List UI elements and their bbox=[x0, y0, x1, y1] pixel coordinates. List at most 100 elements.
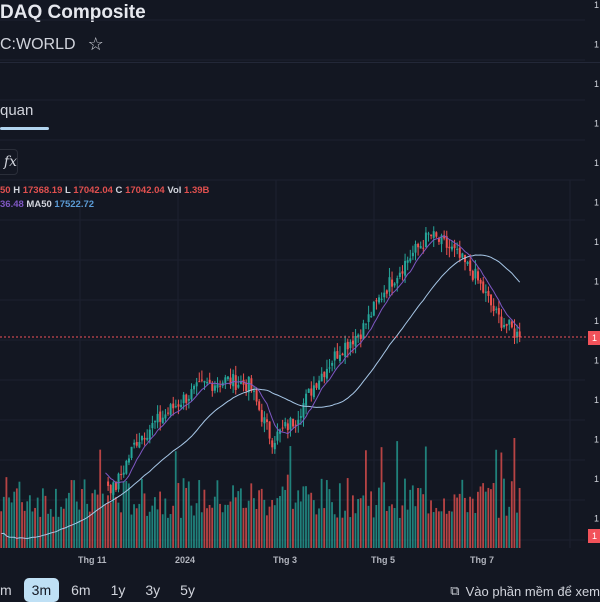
candle-body bbox=[484, 291, 487, 293]
candle-body bbox=[164, 414, 167, 419]
candle-body bbox=[461, 253, 464, 258]
fx-icon[interactable]: fx bbox=[0, 149, 18, 175]
last-volume-tag: 1 bbox=[588, 529, 600, 543]
tab-overview[interactable]: quan bbox=[0, 102, 34, 119]
volume-bar bbox=[200, 512, 203, 548]
candle-body bbox=[281, 427, 284, 429]
volume-bar bbox=[359, 498, 362, 548]
candle-body bbox=[328, 367, 331, 369]
volume-bar bbox=[320, 478, 323, 548]
range-1y[interactable]: 1y bbox=[110, 582, 126, 598]
volume-bar bbox=[219, 503, 221, 548]
candle-body bbox=[351, 340, 354, 345]
volume-bar bbox=[453, 494, 456, 548]
volume-bar bbox=[117, 502, 120, 548]
candle-body bbox=[331, 362, 334, 366]
candle-body bbox=[419, 246, 422, 249]
candle-body bbox=[193, 385, 196, 390]
y-tick: 1 bbox=[594, 0, 599, 10]
volume-bar bbox=[232, 485, 234, 548]
volume-bar bbox=[156, 509, 159, 548]
volume-bar bbox=[497, 517, 500, 548]
range-6m[interactable]: 6m bbox=[71, 582, 91, 598]
candle-body bbox=[208, 379, 211, 383]
candle-body bbox=[234, 375, 237, 391]
volume-bar bbox=[229, 501, 232, 548]
range-3m[interactable]: 3m bbox=[23, 578, 60, 602]
star-icon[interactable]: ☆ bbox=[87, 34, 104, 54]
active-tab-indicator bbox=[0, 127, 49, 130]
volume-bar bbox=[169, 514, 172, 548]
volume-bar bbox=[281, 486, 284, 548]
volume-bar bbox=[445, 513, 448, 548]
volume-bar bbox=[15, 488, 18, 548]
candle-body bbox=[252, 390, 255, 392]
candle-body bbox=[448, 246, 451, 249]
volume-bar bbox=[284, 489, 287, 548]
range-3y[interactable]: 3y bbox=[145, 582, 161, 598]
candle-body bbox=[477, 271, 480, 281]
volume-bar bbox=[164, 498, 167, 548]
candle-body bbox=[367, 314, 370, 322]
volume-bar bbox=[75, 501, 78, 548]
volume-bar bbox=[31, 511, 34, 548]
volume-bar bbox=[258, 490, 260, 548]
volume-bar bbox=[375, 504, 378, 548]
volume-bar bbox=[138, 503, 141, 548]
candle-body bbox=[318, 380, 321, 390]
volume-bar bbox=[336, 517, 339, 548]
candle-body bbox=[148, 429, 151, 440]
volume-bar bbox=[167, 517, 169, 548]
volume-bar bbox=[419, 488, 422, 548]
volume-bar bbox=[487, 487, 490, 548]
candle-body bbox=[365, 323, 368, 325]
candle-body bbox=[422, 247, 425, 249]
candle-body bbox=[516, 331, 519, 338]
candle-body bbox=[182, 394, 185, 404]
open-in-app-link[interactable]: ⧉ Vào phần mềm để xem bbox=[450, 583, 600, 599]
candle-body bbox=[174, 406, 177, 408]
candle-body bbox=[302, 403, 305, 418]
volume-bar bbox=[2, 496, 5, 548]
candle-body bbox=[312, 385, 315, 398]
volume-bar bbox=[458, 493, 461, 548]
volume-bar bbox=[23, 510, 26, 548]
volume-bar bbox=[333, 514, 336, 548]
candle-body bbox=[213, 385, 216, 391]
range-1m[interactable]: m bbox=[0, 582, 12, 598]
candle-body bbox=[138, 441, 141, 448]
candle-body bbox=[180, 404, 183, 408]
volume-bar bbox=[422, 494, 425, 548]
volume-bar bbox=[250, 483, 253, 548]
volume-bar bbox=[135, 508, 138, 548]
candle-body bbox=[458, 247, 461, 258]
volume-bar bbox=[297, 490, 300, 548]
range-5y[interactable]: 5y bbox=[180, 582, 195, 598]
volume-bar bbox=[268, 506, 271, 548]
volume-bar bbox=[307, 494, 310, 548]
volume-bar bbox=[500, 452, 503, 548]
volume-bar bbox=[226, 504, 229, 548]
volume-bar bbox=[203, 489, 206, 548]
candle-body bbox=[216, 384, 219, 388]
volume-bar bbox=[516, 512, 518, 548]
volume-bar bbox=[83, 479, 86, 548]
y-tick: 1 bbox=[594, 514, 599, 524]
volume-bar bbox=[357, 499, 359, 548]
volume-bar bbox=[143, 493, 146, 548]
volume-bar bbox=[466, 512, 469, 548]
candle-body bbox=[443, 235, 446, 239]
volume-bar bbox=[86, 503, 89, 548]
candle-body bbox=[430, 234, 433, 237]
candle-body bbox=[284, 422, 287, 427]
price-chart[interactable]: 1 1 1 1 1 1 1 1 1 1 1 1 1 1 bbox=[0, 0, 600, 560]
volume-bar bbox=[461, 479, 464, 548]
candle-body bbox=[120, 474, 123, 476]
volume-bar bbox=[432, 512, 435, 548]
y-tick: 1 bbox=[594, 198, 599, 208]
volume-bar bbox=[328, 489, 331, 548]
candle-body bbox=[370, 316, 373, 318]
open-in-app-label: Vào phần mềm để xem bbox=[465, 583, 600, 599]
volume-bar bbox=[34, 507, 36, 548]
volume-bar bbox=[122, 481, 125, 548]
